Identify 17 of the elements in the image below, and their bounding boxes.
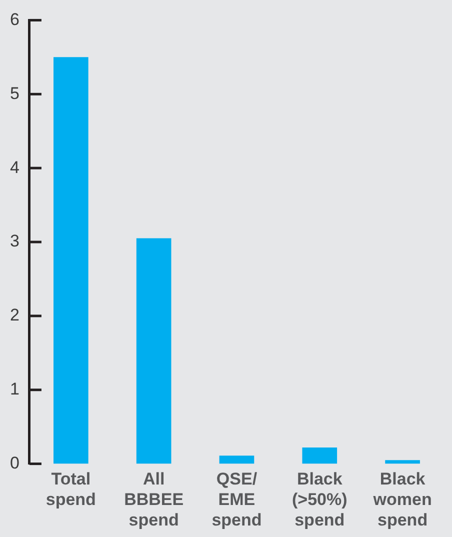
bar <box>219 456 254 464</box>
x-tick-label: QSE/ EME spend <box>212 470 262 530</box>
x-tick-label: Total spend <box>46 470 96 510</box>
bar <box>136 238 172 464</box>
x-tick-label: Black (>50%) spend <box>292 470 348 530</box>
y-tick-label: 3 <box>10 232 20 251</box>
bar <box>385 460 420 464</box>
y-tick-label: 1 <box>10 380 20 399</box>
y-tick-label: 5 <box>10 84 20 103</box>
bar <box>302 448 338 464</box>
x-tick-label: Black women spend <box>372 470 432 530</box>
y-tick-label: 4 <box>10 158 20 177</box>
y-tick-label: 0 <box>10 453 20 472</box>
y-tick-label: 2 <box>10 306 20 325</box>
bar <box>54 57 88 464</box>
y-tick-label: 6 <box>10 10 20 29</box>
x-tick-label: All BBBEE spend <box>124 470 184 530</box>
